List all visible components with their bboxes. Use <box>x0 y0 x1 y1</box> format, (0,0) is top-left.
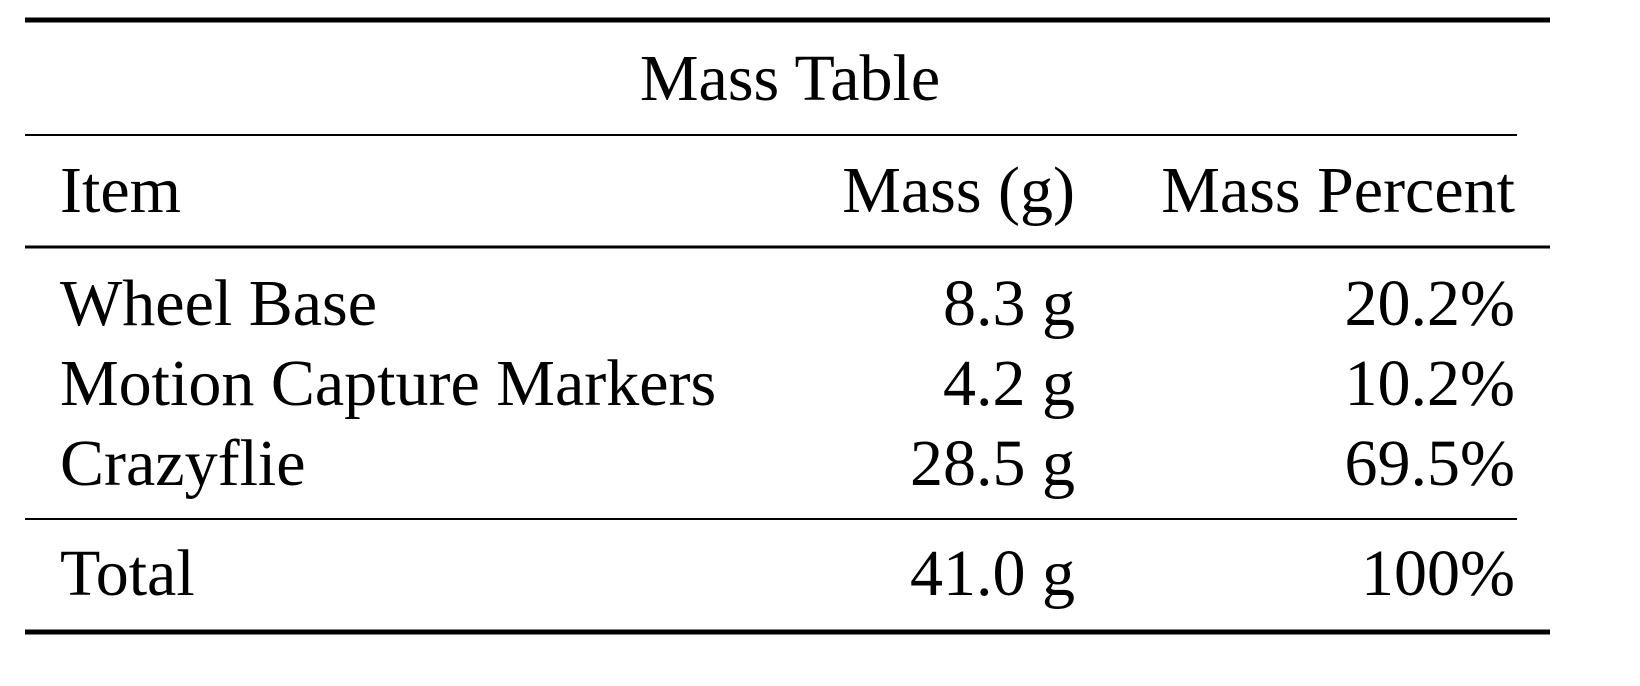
body-cell: Wheel Base <box>60 267 377 340</box>
total-cell: Total <box>60 537 195 610</box>
total-cell: 41.0 g <box>910 537 1075 610</box>
body-cell: 28.5 g <box>910 427 1075 500</box>
header-cell: Mass Percent <box>1161 154 1515 227</box>
header-cell: Item <box>60 154 181 227</box>
table-title: Mass Table <box>640 42 940 115</box>
body-cell: Motion Capture Markers <box>60 347 716 420</box>
total-cell: 100% <box>1361 537 1515 610</box>
body-cell: Crazyflie <box>60 427 306 500</box>
body-cell: 69.5% <box>1345 427 1515 500</box>
body-cell: 8.3 g <box>943 267 1075 340</box>
header-cell: Mass (g) <box>842 154 1075 227</box>
body-cell: 10.2% <box>1345 347 1515 420</box>
body-cell: 4.2 g <box>943 347 1075 420</box>
body-cell: 20.2% <box>1345 267 1515 340</box>
